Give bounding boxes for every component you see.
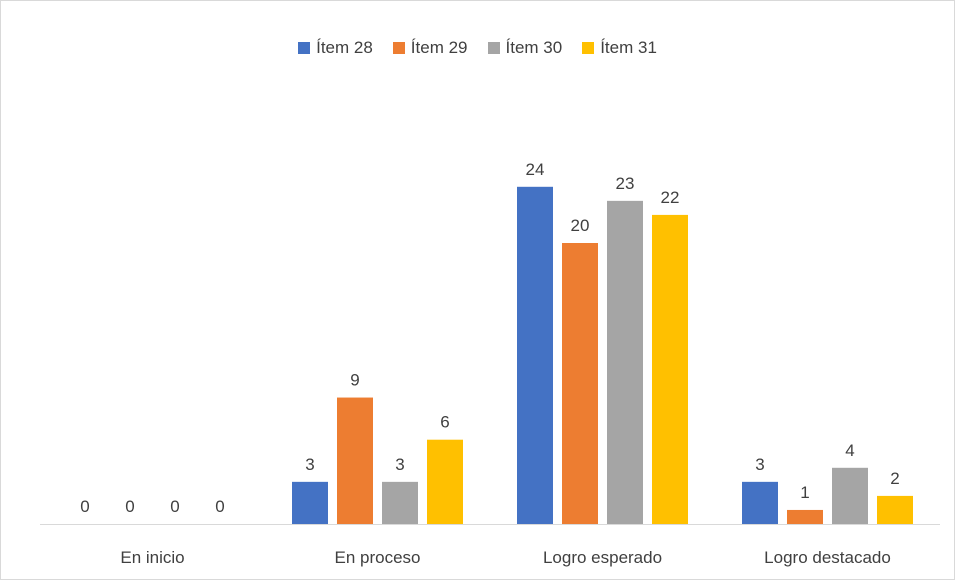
- data-label: 20: [571, 216, 590, 235]
- legend-item-item-30: Ítem 30: [487, 38, 563, 58]
- x-tick-label: Logro esperado: [543, 548, 662, 567]
- legend-swatch: [298, 42, 311, 54]
- data-label: 22: [661, 188, 680, 207]
- legend-item-item-29: Ítem 29: [392, 38, 468, 58]
- legend-item-item-28: Ítem 28: [298, 38, 373, 58]
- legend-label: Ítem 30: [505, 38, 563, 57]
- bar: [382, 481, 418, 524]
- data-label: 9: [350, 371, 359, 390]
- bar: [787, 509, 823, 524]
- data-label: 6: [440, 413, 449, 432]
- bars-group: 0 0 0 0 3 9 3 6 24 20 23 22 3 1 4 2: [80, 160, 913, 525]
- bar: [562, 243, 598, 524]
- bar: [652, 214, 688, 524]
- bar: [607, 200, 643, 524]
- x-tick-labels: En inicio En proceso Logro esperado Logro d…: [120, 548, 890, 567]
- data-label: 4: [845, 441, 854, 460]
- legend-swatch: [582, 42, 595, 54]
- data-label: 3: [305, 455, 314, 474]
- x-tick-label: En proceso: [335, 548, 421, 567]
- legend-label: Ítem 29: [410, 38, 468, 57]
- legend-item-item-31: Ítem 31: [582, 38, 657, 58]
- data-label: 0: [80, 497, 89, 516]
- data-label: 24: [526, 160, 545, 179]
- data-label: 0: [215, 497, 224, 516]
- data-label: 3: [395, 455, 404, 474]
- data-label: 0: [170, 497, 179, 516]
- data-label: 0: [125, 497, 134, 516]
- legend: Ítem 28 Ítem 29 Ítem 30 Ítem 31: [0, 38, 955, 58]
- x-tick-label: Logro destacado: [764, 548, 891, 567]
- legend-label: Ítem 31: [600, 38, 657, 57]
- bar: [292, 481, 328, 524]
- legend-swatch: [392, 42, 405, 54]
- bar: [832, 467, 868, 524]
- bar: [337, 397, 373, 524]
- legend-label: Ítem 28: [316, 38, 373, 57]
- data-label: 2: [890, 469, 899, 488]
- bar: [517, 186, 553, 525]
- bar: [427, 439, 463, 524]
- bar: [742, 481, 778, 524]
- bar: [877, 495, 913, 524]
- data-label: 23: [616, 174, 635, 193]
- data-label: 1: [800, 483, 809, 502]
- legend-swatch: [487, 42, 500, 54]
- x-tick-label: En inicio: [120, 548, 184, 567]
- data-label: 3: [755, 455, 764, 474]
